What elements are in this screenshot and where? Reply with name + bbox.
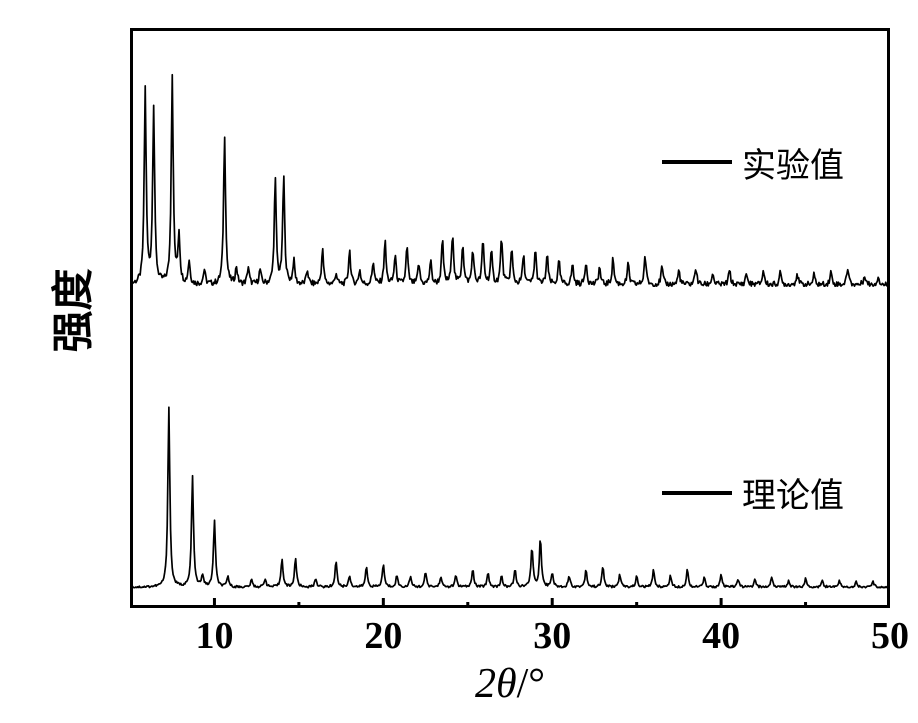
plot-area xyxy=(130,28,890,608)
x-axis-label-plain: /° xyxy=(517,661,545,707)
x-axis-label: 2θ/° xyxy=(130,660,890,708)
legend-theoretical: 理论值 xyxy=(662,468,844,517)
legend-experimental-label: 实验值 xyxy=(742,138,844,187)
legend-line-icon xyxy=(662,491,732,495)
legend-theoretical-label: 理论值 xyxy=(742,468,844,517)
legend-experimental: 实验值 xyxy=(662,138,844,187)
x-tick-label: 30 xyxy=(512,614,592,658)
plot-svg xyxy=(130,28,890,608)
x-tick-label: 40 xyxy=(681,614,761,658)
x-tick-label: 20 xyxy=(343,614,423,658)
y-axis-label: 强度 xyxy=(40,251,101,371)
x-tick-label: 10 xyxy=(174,614,254,658)
xrd-figure: 强度 10 20 30 40 50 2θ/° 实验值 理论值 xyxy=(0,0,918,723)
x-tick-label: 50 xyxy=(850,614,918,658)
x-axis-label-italic: 2θ xyxy=(475,661,517,707)
legend-line-icon xyxy=(662,160,732,164)
